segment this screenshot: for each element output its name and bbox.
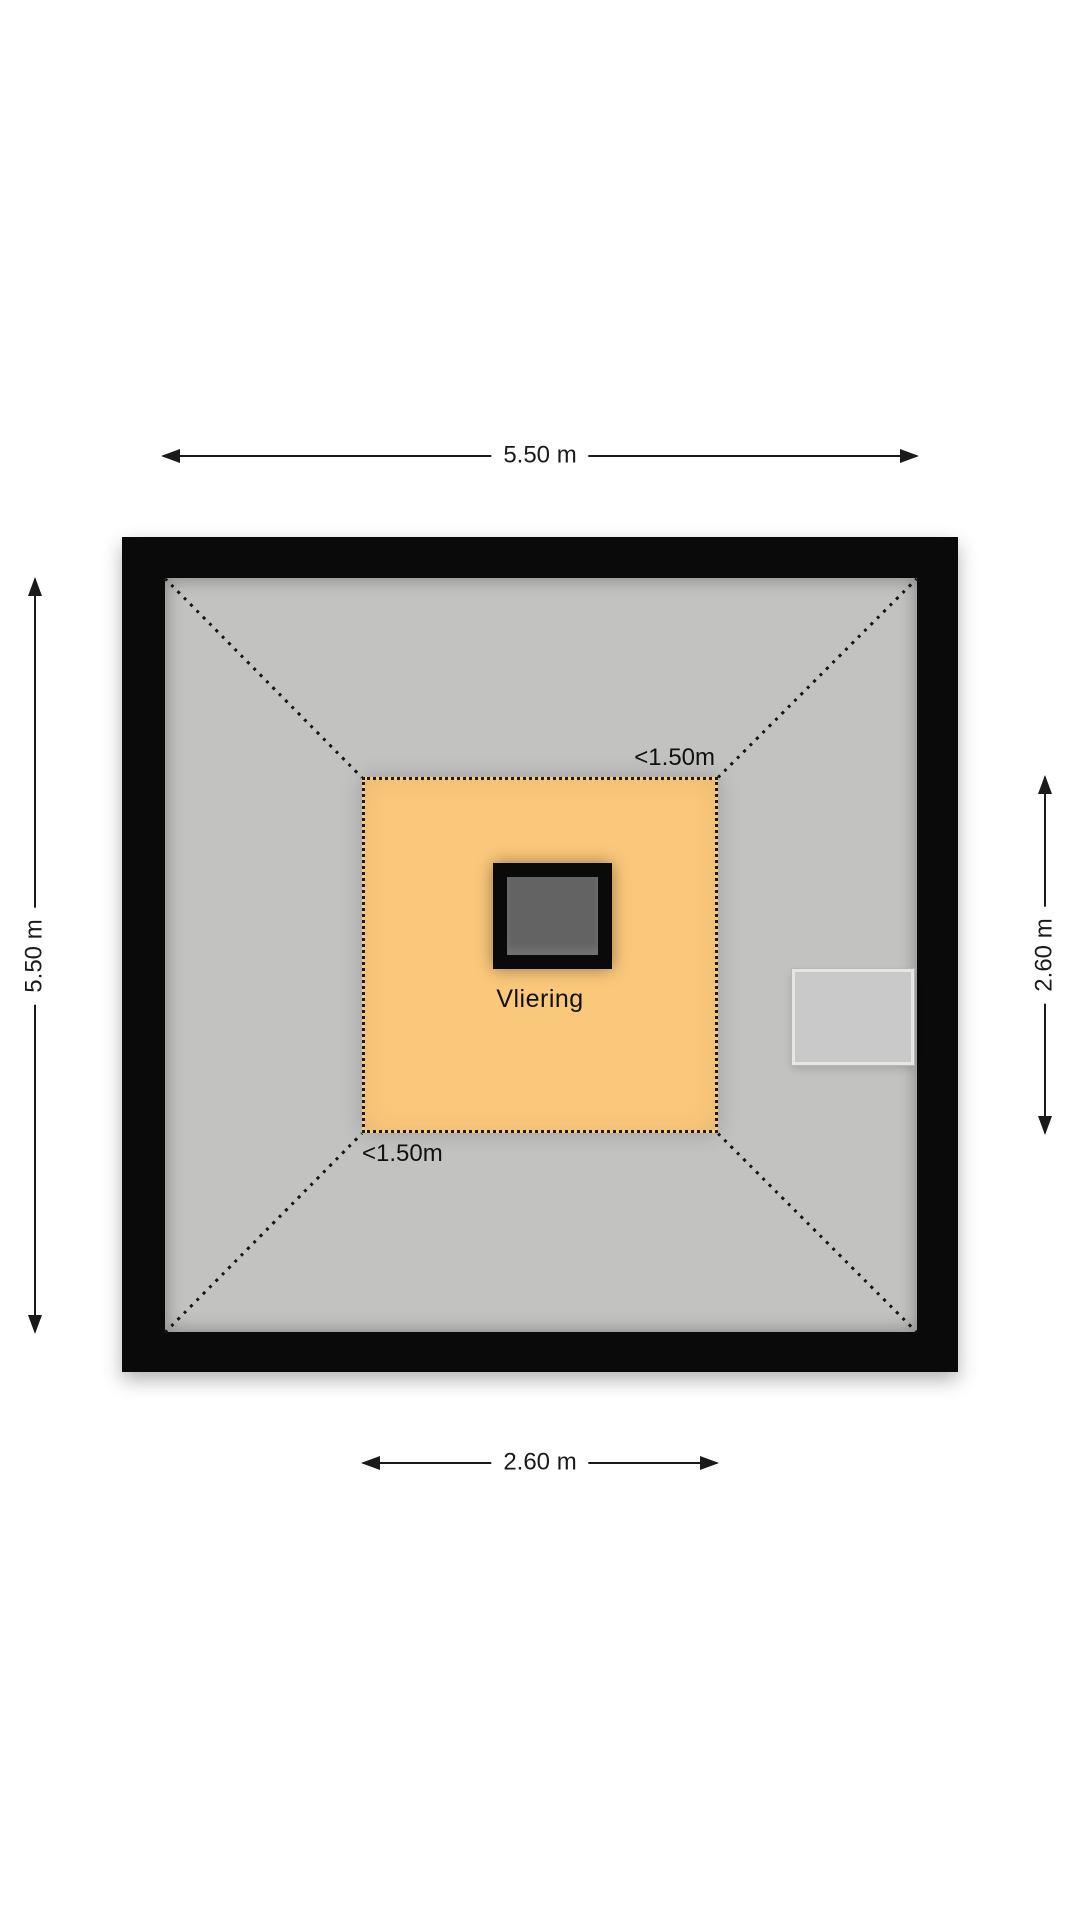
- height-limit-label-bottom: <1.50m: [362, 1140, 443, 1167]
- arrow-down-icon: [28, 1315, 42, 1334]
- roof-hip-line-top-right: [716, 577, 918, 779]
- skylight-window: [791, 968, 915, 1066]
- chimney-flue: [507, 877, 598, 955]
- dimension-bottom-label: 2.60 m: [491, 1446, 589, 1480]
- exterior-wall: Vliering <1.50m <1.50m: [122, 537, 958, 1372]
- arrow-right-icon: [900, 449, 919, 463]
- arrow-up-icon: [28, 577, 42, 596]
- roof-area: Vliering <1.50m <1.50m: [163, 577, 918, 1334]
- roof-hip-line-bottom-left: [163, 1132, 364, 1334]
- roof-hip-line-bottom-right: [716, 1132, 918, 1334]
- height-limit-label-top: <1.50m: [634, 744, 715, 771]
- dimension-top-label: 5.50 m: [491, 439, 589, 473]
- room-label: Vliering: [496, 985, 584, 1013]
- arrow-up-icon: [1038, 775, 1052, 794]
- arrow-down-icon: [1038, 1116, 1052, 1135]
- arrow-left-icon: [361, 1456, 380, 1470]
- arrow-left-icon: [161, 449, 180, 463]
- roof-hip-line-top-left: [163, 577, 364, 779]
- dimension-right-label: 2.60 m: [1028, 906, 1062, 1004]
- dimension-left-label: 5.50 m: [18, 906, 52, 1005]
- arrow-right-icon: [700, 1456, 719, 1470]
- chimney: [493, 863, 612, 969]
